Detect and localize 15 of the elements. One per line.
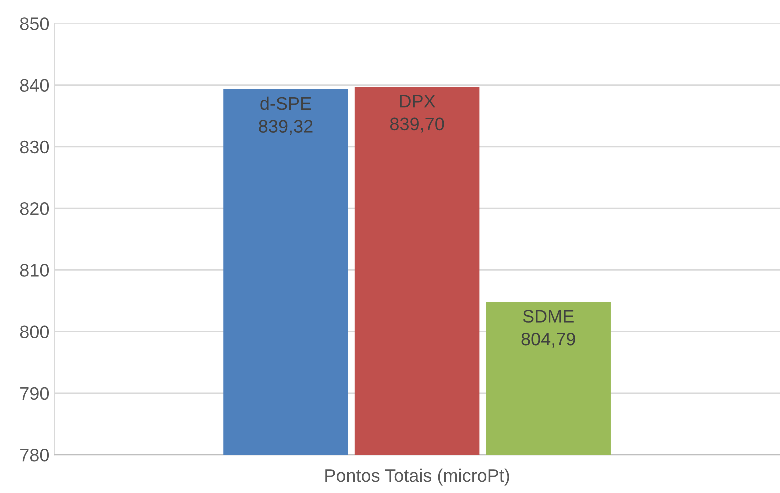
- series-label: SDME: [523, 310, 574, 323]
- series-label: d-SPE: [260, 96, 312, 110]
- y-tick-label: 810: [20, 264, 50, 277]
- series-label: DPX: [400, 95, 436, 108]
- data-label: 839,70: [390, 118, 444, 133]
- y-tick-label: 790: [20, 387, 50, 400]
- data-label: 839,32: [259, 120, 313, 136]
- y-tick-label: 820: [20, 202, 50, 216]
- y-tick-label: 780: [20, 448, 50, 462]
- x-tick-label: Pontos Totais (microPt): [326, 468, 510, 486]
- data-label: 804,79: [522, 332, 576, 348]
- y-tick-label: 800: [20, 326, 50, 339]
- y-tick-label: 840: [20, 79, 50, 92]
- y-tick-label: 830: [20, 140, 50, 154]
- y-tick-label: 850: [20, 18, 50, 30]
